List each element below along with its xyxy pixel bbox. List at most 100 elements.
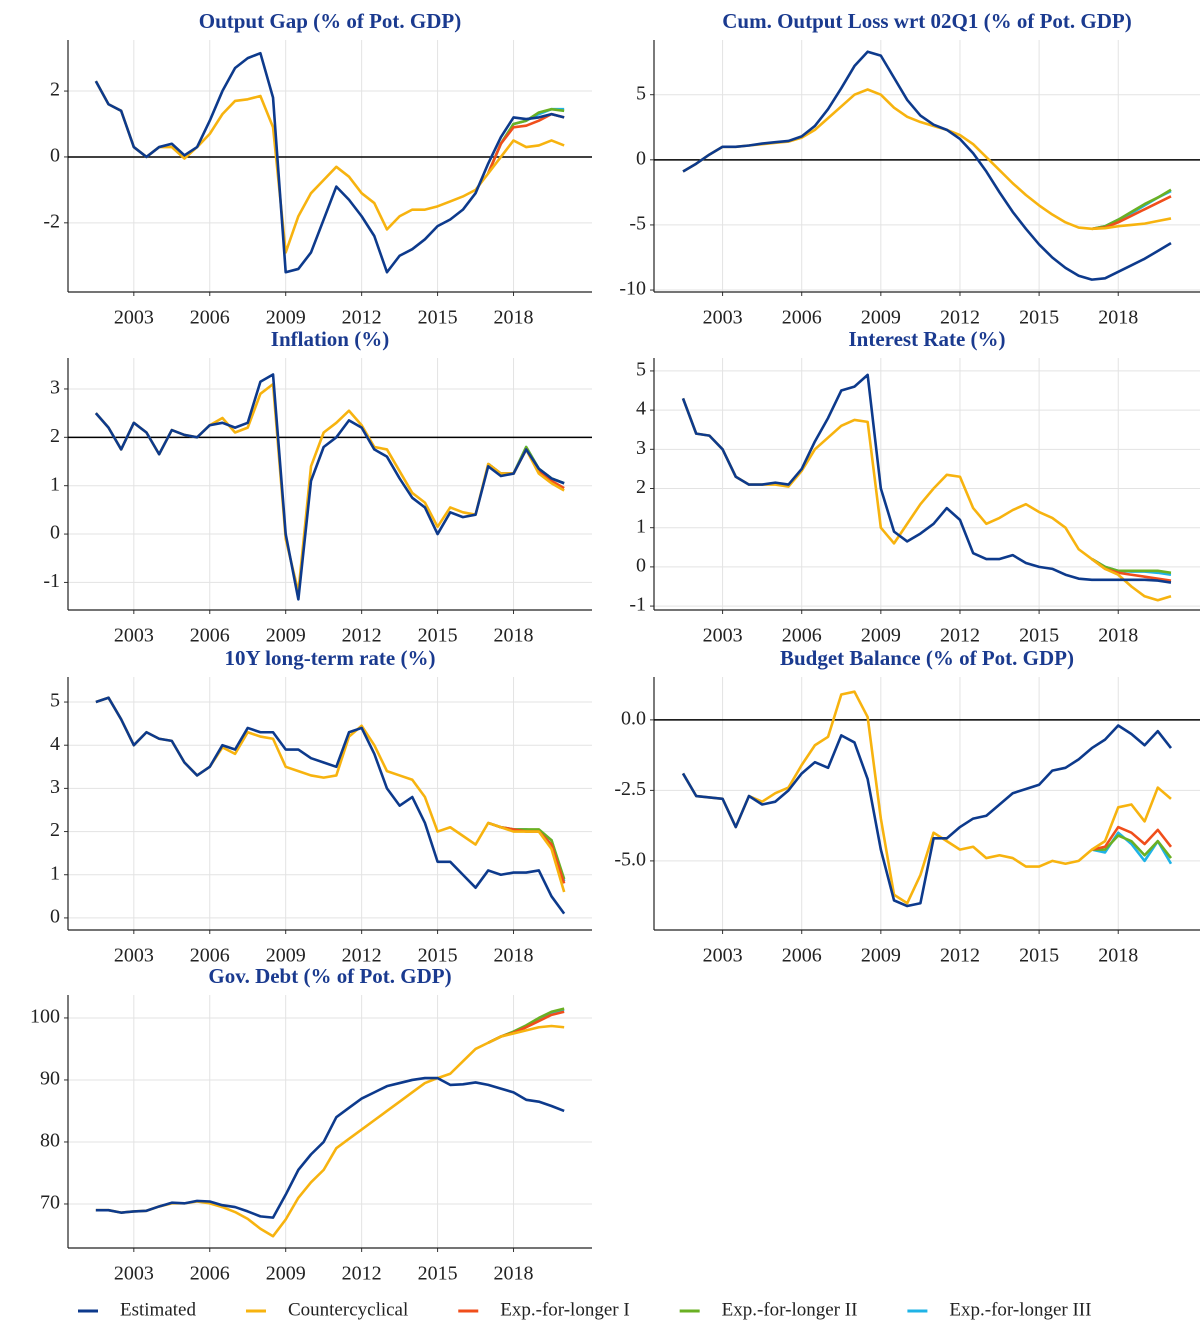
legend-label: Exp.-for-longer I	[500, 1299, 629, 1320]
x-tick-label: 2006	[782, 945, 822, 967]
y-tick-label: 0	[50, 145, 60, 167]
x-tick-label: 2012	[940, 625, 980, 647]
y-tick-label: 5	[50, 690, 60, 712]
y-tick-label: 90	[40, 1068, 60, 1090]
y-tick-label: -2.5	[614, 778, 646, 800]
series-line	[681, 373, 1172, 584]
y-tick-label: -10	[619, 278, 646, 300]
y-tick-label: 0.0	[621, 707, 646, 729]
series-line	[95, 1076, 565, 1219]
x-tick-label: 2003	[114, 625, 154, 647]
panel-title: 10Y long-term rate (%)	[225, 646, 436, 670]
x-tick-label: 2009	[861, 945, 901, 967]
x-tick-label: 2003	[114, 307, 154, 329]
x-tick-label: 2012	[342, 1263, 382, 1285]
x-tick-label: 2012	[940, 307, 980, 329]
y-tick-label: 0	[636, 147, 646, 169]
x-tick-label: 2003	[703, 625, 743, 647]
series-line	[487, 112, 565, 174]
y-tick-label: 100	[30, 1006, 60, 1028]
x-tick-label: 2018	[1098, 307, 1138, 329]
x-tick-label: 2006	[782, 625, 822, 647]
x-tick-label: 2003	[703, 307, 743, 329]
x-tick-label: 2015	[418, 307, 458, 329]
legend-label: Exp.-for-longer III	[949, 1299, 1091, 1320]
series-line	[94, 80, 565, 254]
series-line	[1091, 557, 1172, 575]
y-tick-label: 0	[50, 906, 60, 928]
y-tick-label: -2	[43, 210, 60, 232]
panel-title: Cum. Output Loss wrt 02Q1 (% of Pot. GDP…	[722, 9, 1132, 33]
x-tick-label: 2006	[190, 945, 230, 967]
y-tick-label: 5	[636, 359, 646, 381]
x-tick-label: 2003	[114, 1263, 154, 1285]
y-tick-label: 1	[50, 473, 60, 495]
y-tick-label: 3	[50, 377, 60, 399]
legend-label: Countercyclical	[288, 1299, 408, 1320]
x-tick-label: 2018	[1098, 945, 1138, 967]
series-line	[682, 50, 1172, 281]
y-tick-label: 4	[636, 398, 646, 420]
y-tick-label: 5	[636, 82, 646, 104]
panel-title: Budget Balance (% of Pot. GDP)	[780, 646, 1074, 670]
y-tick-label: 3	[636, 437, 646, 459]
legend-label: Exp.-for-longer II	[722, 1299, 858, 1320]
x-tick-label: 2012	[342, 307, 382, 329]
series-line	[94, 51, 565, 274]
x-tick-label: 2012	[940, 945, 980, 967]
x-tick-label: 2018	[494, 625, 534, 647]
x-tick-label: 2018	[494, 945, 534, 967]
y-tick-label: 1	[50, 862, 60, 884]
x-tick-label: 2003	[703, 945, 743, 967]
series-line	[95, 696, 566, 893]
y-tick-label: -5.0	[614, 848, 646, 870]
series-line	[1091, 188, 1172, 231]
x-tick-label: 2006	[190, 1263, 230, 1285]
x-tick-label: 2009	[861, 625, 901, 647]
x-tick-label: 2015	[418, 1263, 458, 1285]
x-tick-label: 2018	[1098, 625, 1138, 647]
y-tick-label: 2	[50, 819, 60, 841]
x-tick-label: 2006	[190, 625, 230, 647]
y-tick-label: -1	[629, 594, 646, 616]
series-line	[1091, 834, 1173, 859]
x-tick-label: 2009	[266, 625, 306, 647]
y-tick-label: 1	[636, 515, 646, 537]
series-line	[681, 397, 1172, 602]
x-tick-label: 2009	[266, 945, 306, 967]
series-line	[681, 724, 1173, 908]
x-tick-label: 2018	[494, 307, 534, 329]
y-tick-label: 2	[50, 79, 60, 101]
y-tick-label: -5	[629, 213, 646, 235]
x-tick-label: 2003	[114, 945, 154, 967]
x-tick-label: 2006	[190, 307, 230, 329]
x-tick-label: 2012	[342, 625, 382, 647]
panel-title: Interest Rate (%)	[848, 327, 1005, 351]
y-tick-label: 2	[636, 476, 646, 498]
panel-title: Output Gap (% of Pot. GDP)	[199, 9, 462, 33]
y-tick-label: -1	[43, 570, 60, 592]
y-tick-label: 3	[50, 776, 60, 798]
y-tick-label: 80	[40, 1130, 60, 1152]
series-line	[1091, 825, 1173, 851]
y-tick-label: 0	[636, 554, 646, 576]
y-tick-label: 2	[50, 425, 60, 447]
y-tick-label: 0	[50, 522, 60, 544]
x-tick-label: 2015	[418, 625, 458, 647]
series-line	[94, 382, 565, 594]
x-tick-label: 2015	[1019, 625, 1059, 647]
series-line	[94, 373, 565, 601]
x-tick-label: 2018	[494, 1263, 534, 1285]
x-tick-label: 2009	[266, 307, 306, 329]
series-line	[681, 690, 1172, 905]
y-tick-label: 70	[40, 1192, 60, 1214]
x-tick-label: 2012	[342, 945, 382, 967]
panel-title: Inflation (%)	[271, 327, 389, 351]
x-tick-label: 2009	[266, 1263, 306, 1285]
x-tick-label: 2015	[1019, 307, 1059, 329]
y-tick-label: 4	[50, 733, 60, 755]
x-tick-label: 2006	[782, 307, 822, 329]
x-tick-label: 2009	[861, 307, 901, 329]
